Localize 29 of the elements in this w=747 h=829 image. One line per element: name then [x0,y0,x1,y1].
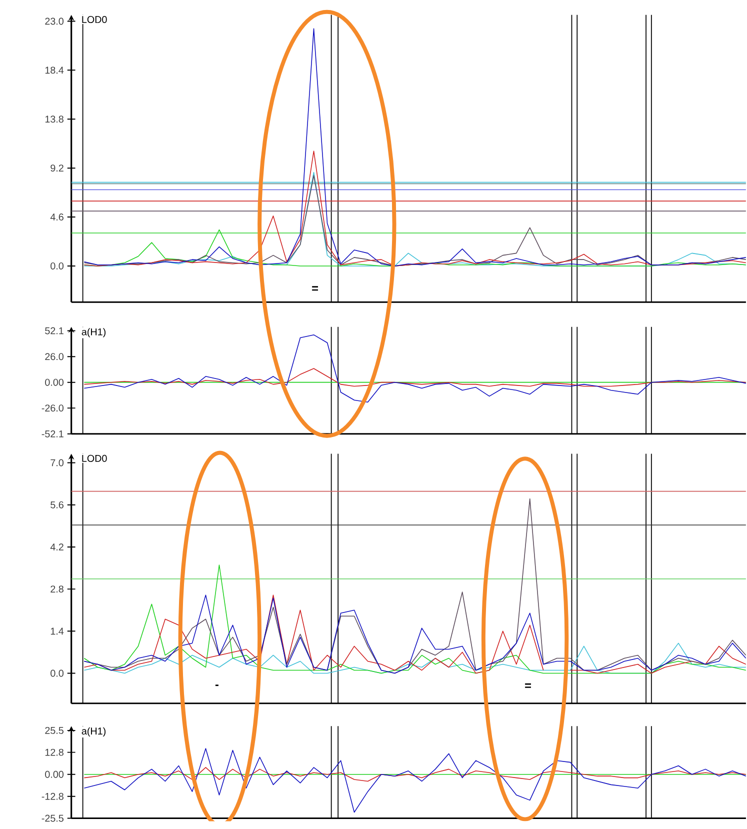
y-tick-label: -52.1 [42,430,64,438]
y-tick-label: 0.00 [45,378,64,386]
y-tick-label: 5.6 [50,501,64,508]
y-tick-label: 0.0 [50,262,64,270]
y-axis-title: a(H1) [82,727,106,737]
y-tick-label: 0.00 [45,770,64,778]
y-tick-label: 1.4 [51,628,64,635]
y-tick-label: -26.0 [42,404,64,412]
annotation: = [312,286,318,291]
y-axis-title: a(H1) [82,328,106,338]
y-tick-label: 7.0 [50,459,64,466]
y-tick-label: -25.5 [42,814,64,822]
y-tick-label: 4.6 [50,214,64,221]
y-tick-label: 0.0 [50,670,64,677]
y-tick-label: 2.8 [50,586,64,593]
y-tick-label: 4.2 [50,544,64,550]
y-axis-title: LOD0 [82,16,107,24]
y-tick-label: 9.2 [50,164,64,172]
y-tick-label: 18.4 [46,66,64,74]
y-tick-label: 23.0 [45,18,64,25]
y-tick-label: 13.8 [46,116,64,123]
y-tick-label: 26.0 [45,353,64,360]
y-axis-title: LOD0 [82,454,107,462]
y-tick-label: 12.8 [46,748,64,756]
y-tick-label: 25.5 [45,726,64,734]
y-tick-label: 52.1 [45,327,64,334]
annotation: - [216,684,219,686]
annotation: = [525,683,532,688]
y-tick-label: -12.8 [42,792,64,800]
